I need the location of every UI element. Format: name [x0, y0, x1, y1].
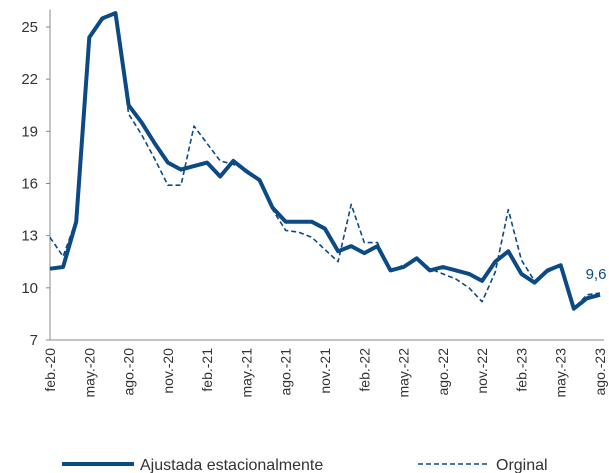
x-tick-label: nov.-20	[160, 348, 176, 394]
x-tick-label: may.-22	[396, 348, 412, 398]
x-tick-label: may.-23	[553, 348, 569, 398]
x-tick-label: ago.-21	[278, 348, 294, 396]
x-tick-label: may.-20	[81, 348, 97, 398]
x-tick-label: ago.-23	[592, 348, 608, 396]
y-tick-label: 19	[21, 123, 38, 140]
x-tick-label: ago.-22	[435, 348, 451, 396]
y-tick-label: 13	[21, 228, 38, 245]
legend-label: Ajustada estacionalmente	[140, 457, 323, 473]
x-tick-label: ago.-20	[121, 348, 137, 396]
y-tick-label: 16	[21, 175, 38, 192]
x-tick-label: may.-21	[238, 348, 254, 398]
series-line	[49, 11, 601, 311]
y-tick-label: 25	[21, 19, 38, 36]
x-tick-label: feb.-22	[356, 348, 372, 392]
x-tick-label: nov.-21	[317, 348, 333, 394]
data-label: 9,6	[586, 266, 607, 283]
series-line	[49, 12, 601, 310]
legend-label: Orginal	[496, 457, 548, 473]
y-tick-label: 22	[21, 71, 38, 88]
x-tick-label: feb.-23	[513, 348, 529, 392]
x-tick-label: feb.-21	[199, 348, 215, 392]
x-tick-label: nov.-22	[474, 348, 490, 394]
y-tick-label: 10	[21, 280, 38, 297]
y-tick-label: 7	[30, 332, 38, 349]
x-tick-label: feb.-20	[42, 348, 58, 392]
